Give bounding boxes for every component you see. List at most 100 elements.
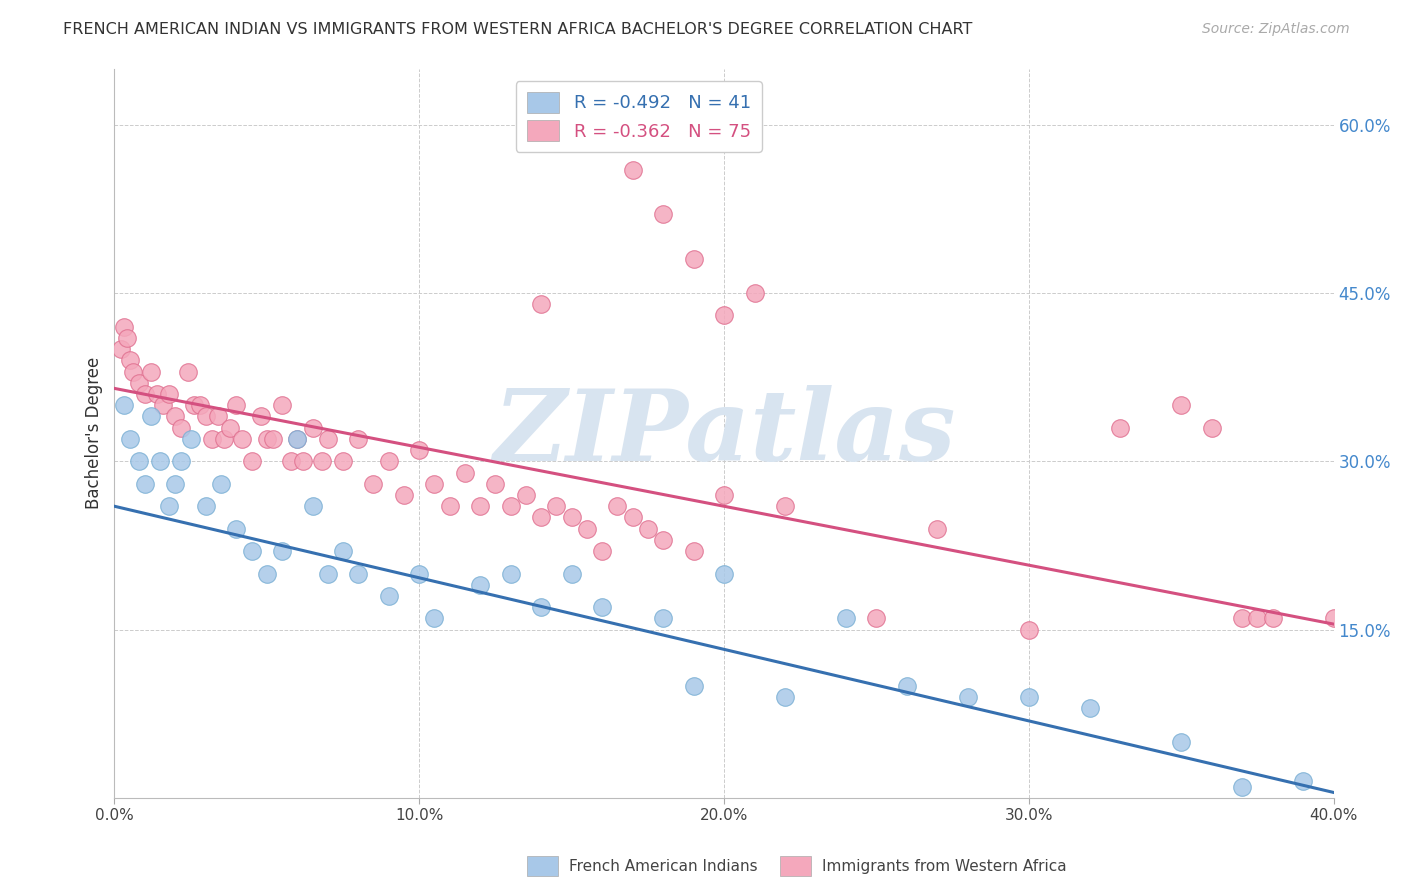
Point — [575, 522, 598, 536]
Point — [956, 690, 979, 704]
Point — [128, 376, 150, 390]
Point — [1170, 398, 1192, 412]
Point — [347, 566, 370, 581]
Point — [240, 544, 263, 558]
Point — [530, 510, 553, 524]
Point — [201, 432, 224, 446]
Point — [157, 387, 180, 401]
Point — [271, 544, 294, 558]
Point — [165, 409, 187, 424]
Point — [470, 578, 492, 592]
Point — [1018, 623, 1040, 637]
Point — [134, 476, 156, 491]
Point — [546, 500, 568, 514]
Point — [682, 544, 704, 558]
Point — [591, 544, 613, 558]
Point — [499, 566, 522, 581]
Point — [652, 611, 675, 625]
Point — [773, 500, 796, 514]
Point — [439, 500, 461, 514]
Point — [207, 409, 229, 424]
Point — [561, 566, 583, 581]
Point — [115, 331, 138, 345]
Point — [149, 454, 172, 468]
Point — [118, 353, 141, 368]
Point — [713, 309, 735, 323]
Point — [377, 589, 399, 603]
Text: ZIPatlas: ZIPatlas — [494, 385, 955, 482]
Point — [470, 500, 492, 514]
Point — [157, 500, 180, 514]
Text: Source: ZipAtlas.com: Source: ZipAtlas.com — [1202, 22, 1350, 37]
Point — [146, 387, 169, 401]
Point — [1246, 611, 1268, 625]
Point — [292, 454, 315, 468]
Point — [1201, 420, 1223, 434]
Point — [408, 443, 430, 458]
Point — [1261, 611, 1284, 625]
Point — [865, 611, 887, 625]
Point — [392, 488, 415, 502]
Text: FRENCH AMERICAN INDIAN VS IMMIGRANTS FROM WESTERN AFRICA BACHELOR'S DEGREE CORRE: FRENCH AMERICAN INDIAN VS IMMIGRANTS FRO… — [63, 22, 973, 37]
Point — [152, 398, 174, 412]
Point — [515, 488, 537, 502]
Point — [499, 500, 522, 514]
Point — [118, 432, 141, 446]
Point — [652, 533, 675, 547]
Point — [744, 285, 766, 300]
Point — [121, 365, 143, 379]
Point — [225, 398, 247, 412]
Point — [176, 365, 198, 379]
Point — [212, 432, 235, 446]
Point — [209, 476, 232, 491]
Point — [332, 544, 354, 558]
Point — [423, 476, 446, 491]
Point — [713, 488, 735, 502]
Point — [256, 566, 278, 581]
Point — [112, 398, 135, 412]
Point — [256, 432, 278, 446]
Point — [139, 365, 162, 379]
Point — [271, 398, 294, 412]
Point — [249, 409, 271, 424]
Point — [1230, 611, 1253, 625]
Legend: R = -0.492   N = 41, R = -0.362   N = 75: R = -0.492 N = 41, R = -0.362 N = 75 — [516, 81, 762, 152]
Point — [1170, 735, 1192, 749]
Point — [240, 454, 263, 468]
Point — [454, 466, 477, 480]
Point — [606, 500, 628, 514]
Point — [347, 432, 370, 446]
Point — [591, 600, 613, 615]
Point — [621, 162, 644, 177]
Point — [301, 420, 323, 434]
Point — [713, 566, 735, 581]
Point — [225, 522, 247, 536]
Point — [139, 409, 162, 424]
Point — [637, 522, 659, 536]
Y-axis label: Bachelor's Degree: Bachelor's Degree — [86, 357, 103, 509]
Point — [231, 432, 253, 446]
Point — [773, 690, 796, 704]
Point — [652, 207, 675, 221]
Point — [896, 679, 918, 693]
Point — [219, 420, 242, 434]
Point — [682, 252, 704, 267]
Point — [363, 476, 385, 491]
Point — [110, 342, 132, 356]
Point — [134, 387, 156, 401]
Point — [408, 566, 430, 581]
Point — [165, 476, 187, 491]
Text: Immigrants from Western Africa: Immigrants from Western Africa — [823, 859, 1067, 873]
Point — [484, 476, 506, 491]
Point — [194, 500, 217, 514]
Point — [316, 432, 339, 446]
Point — [280, 454, 302, 468]
Point — [621, 510, 644, 524]
Point — [188, 398, 211, 412]
Point — [530, 297, 553, 311]
Point — [316, 566, 339, 581]
Point — [561, 510, 583, 524]
Point — [1292, 774, 1315, 789]
Point — [311, 454, 333, 468]
Point — [927, 522, 949, 536]
